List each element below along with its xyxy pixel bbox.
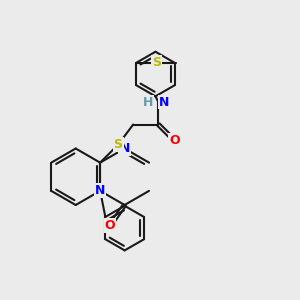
Text: S: S: [152, 56, 161, 69]
Text: S: S: [113, 138, 122, 151]
Text: N: N: [119, 142, 130, 155]
Text: H: H: [143, 96, 153, 109]
Text: O: O: [169, 134, 179, 147]
Text: N: N: [158, 96, 169, 109]
Text: N: N: [95, 184, 105, 197]
Text: O: O: [105, 219, 115, 232]
